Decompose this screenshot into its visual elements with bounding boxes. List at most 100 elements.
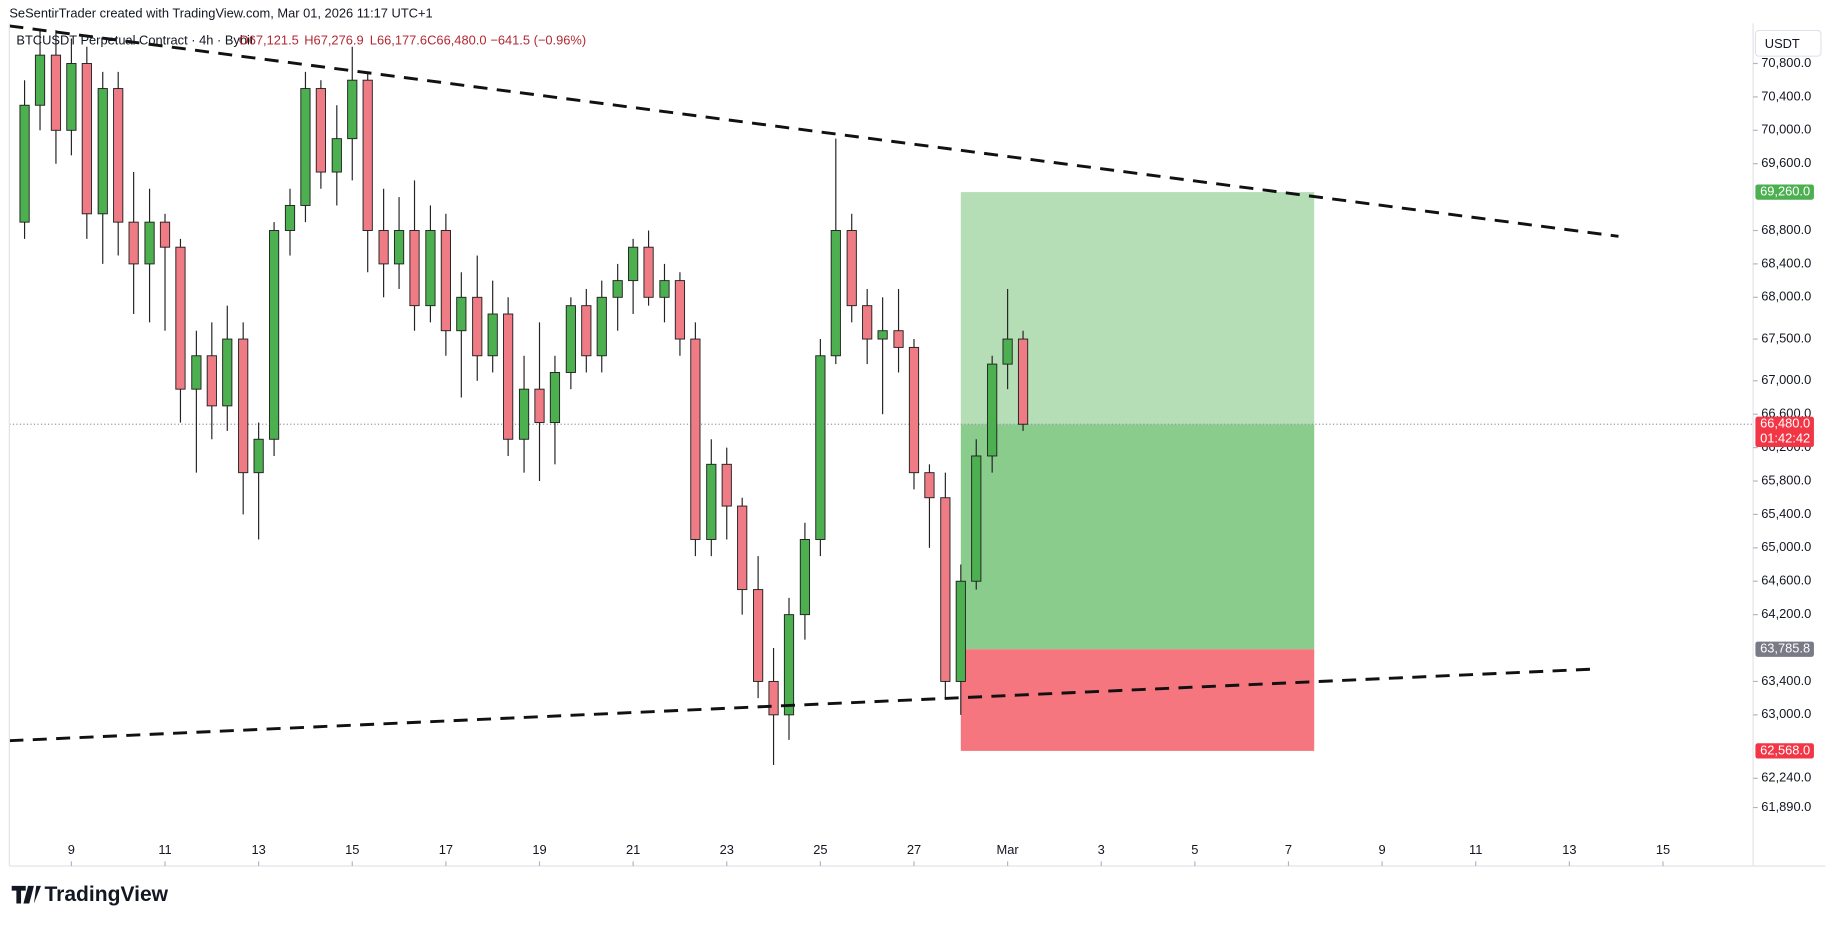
candle-body <box>628 246 639 282</box>
y-tick-label: 67,000.0 <box>1761 372 1811 387</box>
candle-body <box>238 338 249 474</box>
candle-body <box>97 88 108 215</box>
trendline <box>9 667 1598 743</box>
candle-body <box>643 246 654 298</box>
candle-body <box>737 505 748 591</box>
y-tick-label: 65,000.0 <box>1761 539 1811 554</box>
candle-body <box>409 230 420 307</box>
candle-body <box>1002 338 1013 365</box>
x-tick-label: 9 <box>68 842 75 857</box>
candle-body <box>815 355 826 540</box>
x-tick-label: 17 <box>439 842 453 857</box>
stop-label: 62,568.0 <box>1760 742 1810 757</box>
candle-body <box>503 313 514 440</box>
stop-loss-zone <box>960 649 1315 751</box>
candle-body <box>955 580 966 682</box>
y-tick-label: 70,800.0 <box>1761 55 1811 70</box>
stop-label-box <box>1755 743 1814 759</box>
symbol: BTCUSDT Perpetual Contract · 4h · Bybit <box>16 32 253 47</box>
ohlc-high: H67,276.9 <box>304 32 363 47</box>
candle-body <box>191 355 202 390</box>
x-tick-label: 5 <box>1191 842 1198 857</box>
candle-body <box>113 88 124 223</box>
candle-body <box>877 330 888 340</box>
candle-body <box>940 497 951 682</box>
x-tick-label: 7 <box>1285 842 1292 857</box>
y-tick-label: 68,400.0 <box>1761 255 1811 270</box>
candle-body <box>159 221 171 248</box>
candle-body <box>549 371 561 424</box>
x-tick-label: 13 <box>1562 842 1576 857</box>
candle-body <box>690 338 701 540</box>
candle-body <box>862 305 873 340</box>
y-tick-label: 68,000.0 <box>1761 289 1811 304</box>
candle-body <box>128 221 139 265</box>
logo-icon <box>11 885 41 904</box>
trendline <box>9 24 1619 238</box>
candle-body <box>206 355 217 407</box>
candle-body <box>581 305 592 357</box>
candle-body <box>893 330 904 348</box>
candle-body <box>300 88 311 206</box>
entry-label: 63,785.8 <box>1760 641 1810 656</box>
candle-body <box>706 463 717 540</box>
x-tick-label: 23 <box>720 842 734 857</box>
candle-body <box>81 63 92 215</box>
candle-body <box>721 463 732 507</box>
x-tick-label: 15 <box>1656 842 1670 857</box>
y-tick-label: 64,200.0 <box>1761 606 1811 621</box>
candle-body <box>987 363 998 457</box>
credit: SeSentirTrader created with TradingView.… <box>9 5 432 20</box>
currency: USDT <box>1765 36 1800 51</box>
candle-body <box>50 54 62 131</box>
candle-body <box>362 79 373 231</box>
candle-body <box>253 438 264 474</box>
candle-body <box>830 230 841 357</box>
candle-body <box>674 280 686 340</box>
candle-body <box>846 230 857 307</box>
target-label: 69,260.0 <box>1760 183 1810 198</box>
currency-box[interactable] <box>1754 29 1822 57</box>
candle-body <box>66 63 77 131</box>
profit-progress-zone <box>960 424 1315 650</box>
candle-body <box>144 221 155 265</box>
candle-body <box>924 472 935 499</box>
candle-body <box>565 305 576 373</box>
x-tick-label: 13 <box>251 842 265 857</box>
y-tick-label: 69,600.0 <box>1761 155 1811 170</box>
x-tick-label: 25 <box>813 842 827 857</box>
candle-body <box>783 614 795 716</box>
candle-body <box>612 280 623 298</box>
candle-body <box>175 246 186 390</box>
x-tick-label: 11 <box>158 842 171 857</box>
y-tick-label: 64,600.0 <box>1761 573 1811 588</box>
x-tick-label: 27 <box>907 842 921 857</box>
candle-body <box>799 539 811 616</box>
candle-body <box>534 388 545 424</box>
candle-body <box>487 313 498 357</box>
candle-body <box>19 104 30 223</box>
x-tick-label: 19 <box>532 842 546 857</box>
y-tick-label: 70,400.0 <box>1761 88 1811 103</box>
candle-body <box>393 230 405 265</box>
ohlc-change: −641.5 (−0.96%) <box>490 32 586 47</box>
countdown: 01:42:42 <box>1760 430 1810 445</box>
candle-body <box>347 79 358 140</box>
target-label-box <box>1755 184 1814 200</box>
candle-body <box>440 230 451 332</box>
candle-body <box>222 338 233 407</box>
y-tick-label: 70,000.0 <box>1761 122 1811 137</box>
y-tick-label: 68,800.0 <box>1761 222 1811 237</box>
entry-label-box <box>1755 641 1814 657</box>
y-tick-label: 67,500.0 <box>1761 330 1811 345</box>
y-tick-label: 63,400.0 <box>1761 673 1811 688</box>
candle-body <box>425 230 436 307</box>
y-tick-label: 62,240.0 <box>1761 770 1811 785</box>
y-tick-label: 61,890.0 <box>1761 799 1811 814</box>
ohlc-open: O67,121.5 <box>239 32 299 47</box>
x-tick-label: 15 <box>345 842 359 857</box>
take-profit-zone <box>960 192 1315 425</box>
candle-body <box>315 88 326 173</box>
